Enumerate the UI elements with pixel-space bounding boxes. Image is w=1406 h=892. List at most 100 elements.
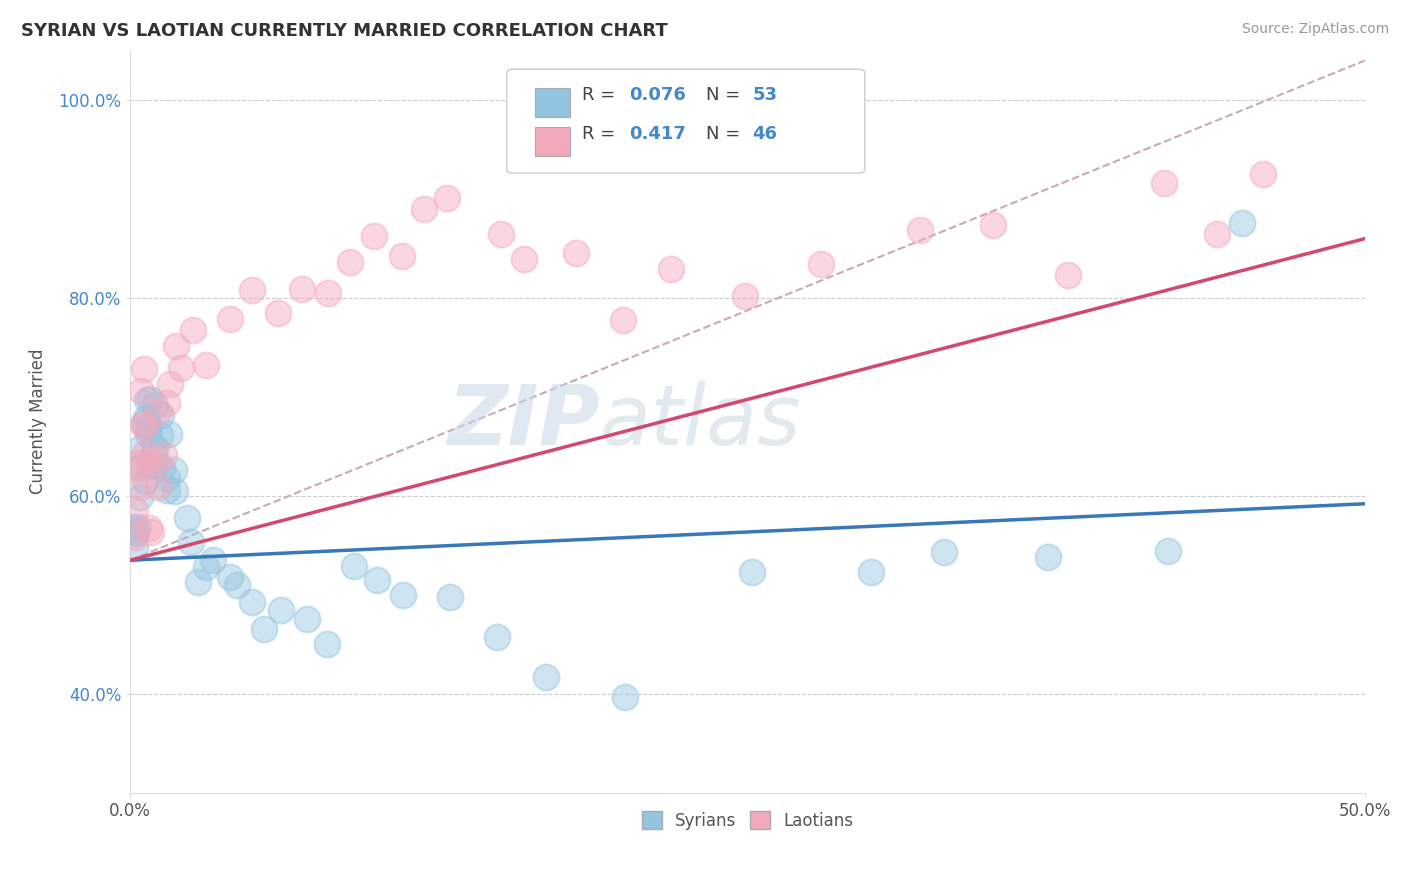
Point (316, 285, 339, 300)
Point (176, 511, 198, 525)
Point (135, 410, 157, 425)
Point (142, 439, 165, 453)
Point (266, 306, 288, 320)
Point (152, 448, 174, 462)
Point (157, 426, 180, 441)
Point (860, 565, 883, 579)
Point (810, 257, 832, 271)
Point (908, 223, 931, 237)
Point (316, 637, 339, 651)
Point (132, 362, 155, 376)
Point (128, 442, 150, 457)
Point (1057, 268, 1080, 282)
Point (145, 442, 167, 456)
Point (124, 503, 146, 517)
Text: atlas: atlas (599, 381, 801, 462)
Point (169, 361, 191, 376)
Point (242, 284, 264, 298)
Point (1036, 549, 1059, 564)
Text: Source: ZipAtlas.com: Source: ZipAtlas.com (1241, 22, 1389, 37)
Point (127, 520, 149, 534)
Point (131, 417, 153, 431)
Text: R =: R = (582, 87, 621, 104)
Legend: Syrians, Laotians: Syrians, Laotians (636, 805, 860, 837)
Point (392, 588, 415, 602)
Point (1251, 167, 1274, 181)
Point (125, 526, 148, 541)
Point (226, 577, 249, 591)
Point (741, 565, 763, 579)
Point (145, 455, 167, 469)
Point (659, 262, 682, 277)
Text: 0.076: 0.076 (628, 87, 686, 104)
Point (125, 524, 148, 539)
Y-axis label: Currently Married: Currently Married (30, 349, 46, 494)
Point (165, 483, 187, 498)
Point (124, 541, 146, 555)
Point (143, 458, 166, 473)
Point (195, 559, 218, 574)
Point (219, 570, 242, 584)
Text: N =: N = (706, 125, 745, 143)
Point (291, 282, 314, 296)
Text: 46: 46 (752, 125, 778, 143)
Point (412, 202, 434, 217)
Point (363, 228, 385, 243)
Point (343, 558, 366, 573)
Point (1153, 176, 1175, 190)
Point (138, 392, 160, 407)
Point (156, 396, 179, 410)
Point (134, 420, 156, 434)
Point (138, 426, 160, 441)
Point (240, 595, 263, 609)
Point (564, 245, 586, 260)
Point (139, 524, 162, 539)
Point (613, 690, 636, 705)
Text: SYRIAN VS LAOTIAN CURRENTLY MARRIED CORRELATION CHART: SYRIAN VS LAOTIAN CURRENTLY MARRIED CORR… (21, 22, 668, 40)
Point (143, 398, 166, 412)
Point (138, 520, 160, 534)
Point (146, 405, 169, 419)
Point (513, 252, 536, 267)
Text: 53: 53 (752, 87, 778, 104)
Point (124, 530, 146, 544)
Point (134, 475, 156, 489)
Point (391, 249, 413, 263)
Point (129, 384, 152, 398)
Point (125, 456, 148, 470)
Point (270, 603, 292, 617)
Point (165, 339, 187, 353)
Point (436, 191, 458, 205)
Point (138, 419, 160, 434)
Point (981, 219, 1004, 233)
Point (187, 575, 209, 590)
Point (932, 545, 955, 559)
Point (366, 574, 388, 588)
Point (132, 416, 155, 430)
Point (612, 313, 634, 327)
Point (295, 612, 318, 626)
Point (156, 470, 179, 484)
Point (180, 535, 202, 549)
Point (129, 459, 152, 474)
Point (734, 289, 756, 303)
Point (181, 323, 204, 337)
Point (491, 227, 513, 241)
Point (128, 461, 150, 475)
Point (195, 358, 218, 372)
FancyBboxPatch shape (506, 70, 865, 173)
Text: ZIP: ZIP (447, 381, 599, 462)
Point (536, 670, 558, 684)
Point (138, 458, 160, 472)
Point (156, 483, 179, 497)
Point (134, 446, 156, 460)
Point (218, 311, 240, 326)
FancyBboxPatch shape (536, 88, 569, 118)
Text: N =: N = (706, 87, 745, 104)
Point (1205, 227, 1227, 241)
Point (1157, 544, 1180, 558)
Point (486, 631, 509, 645)
Point (148, 480, 170, 494)
Point (163, 463, 186, 477)
Text: R =: R = (582, 125, 621, 143)
